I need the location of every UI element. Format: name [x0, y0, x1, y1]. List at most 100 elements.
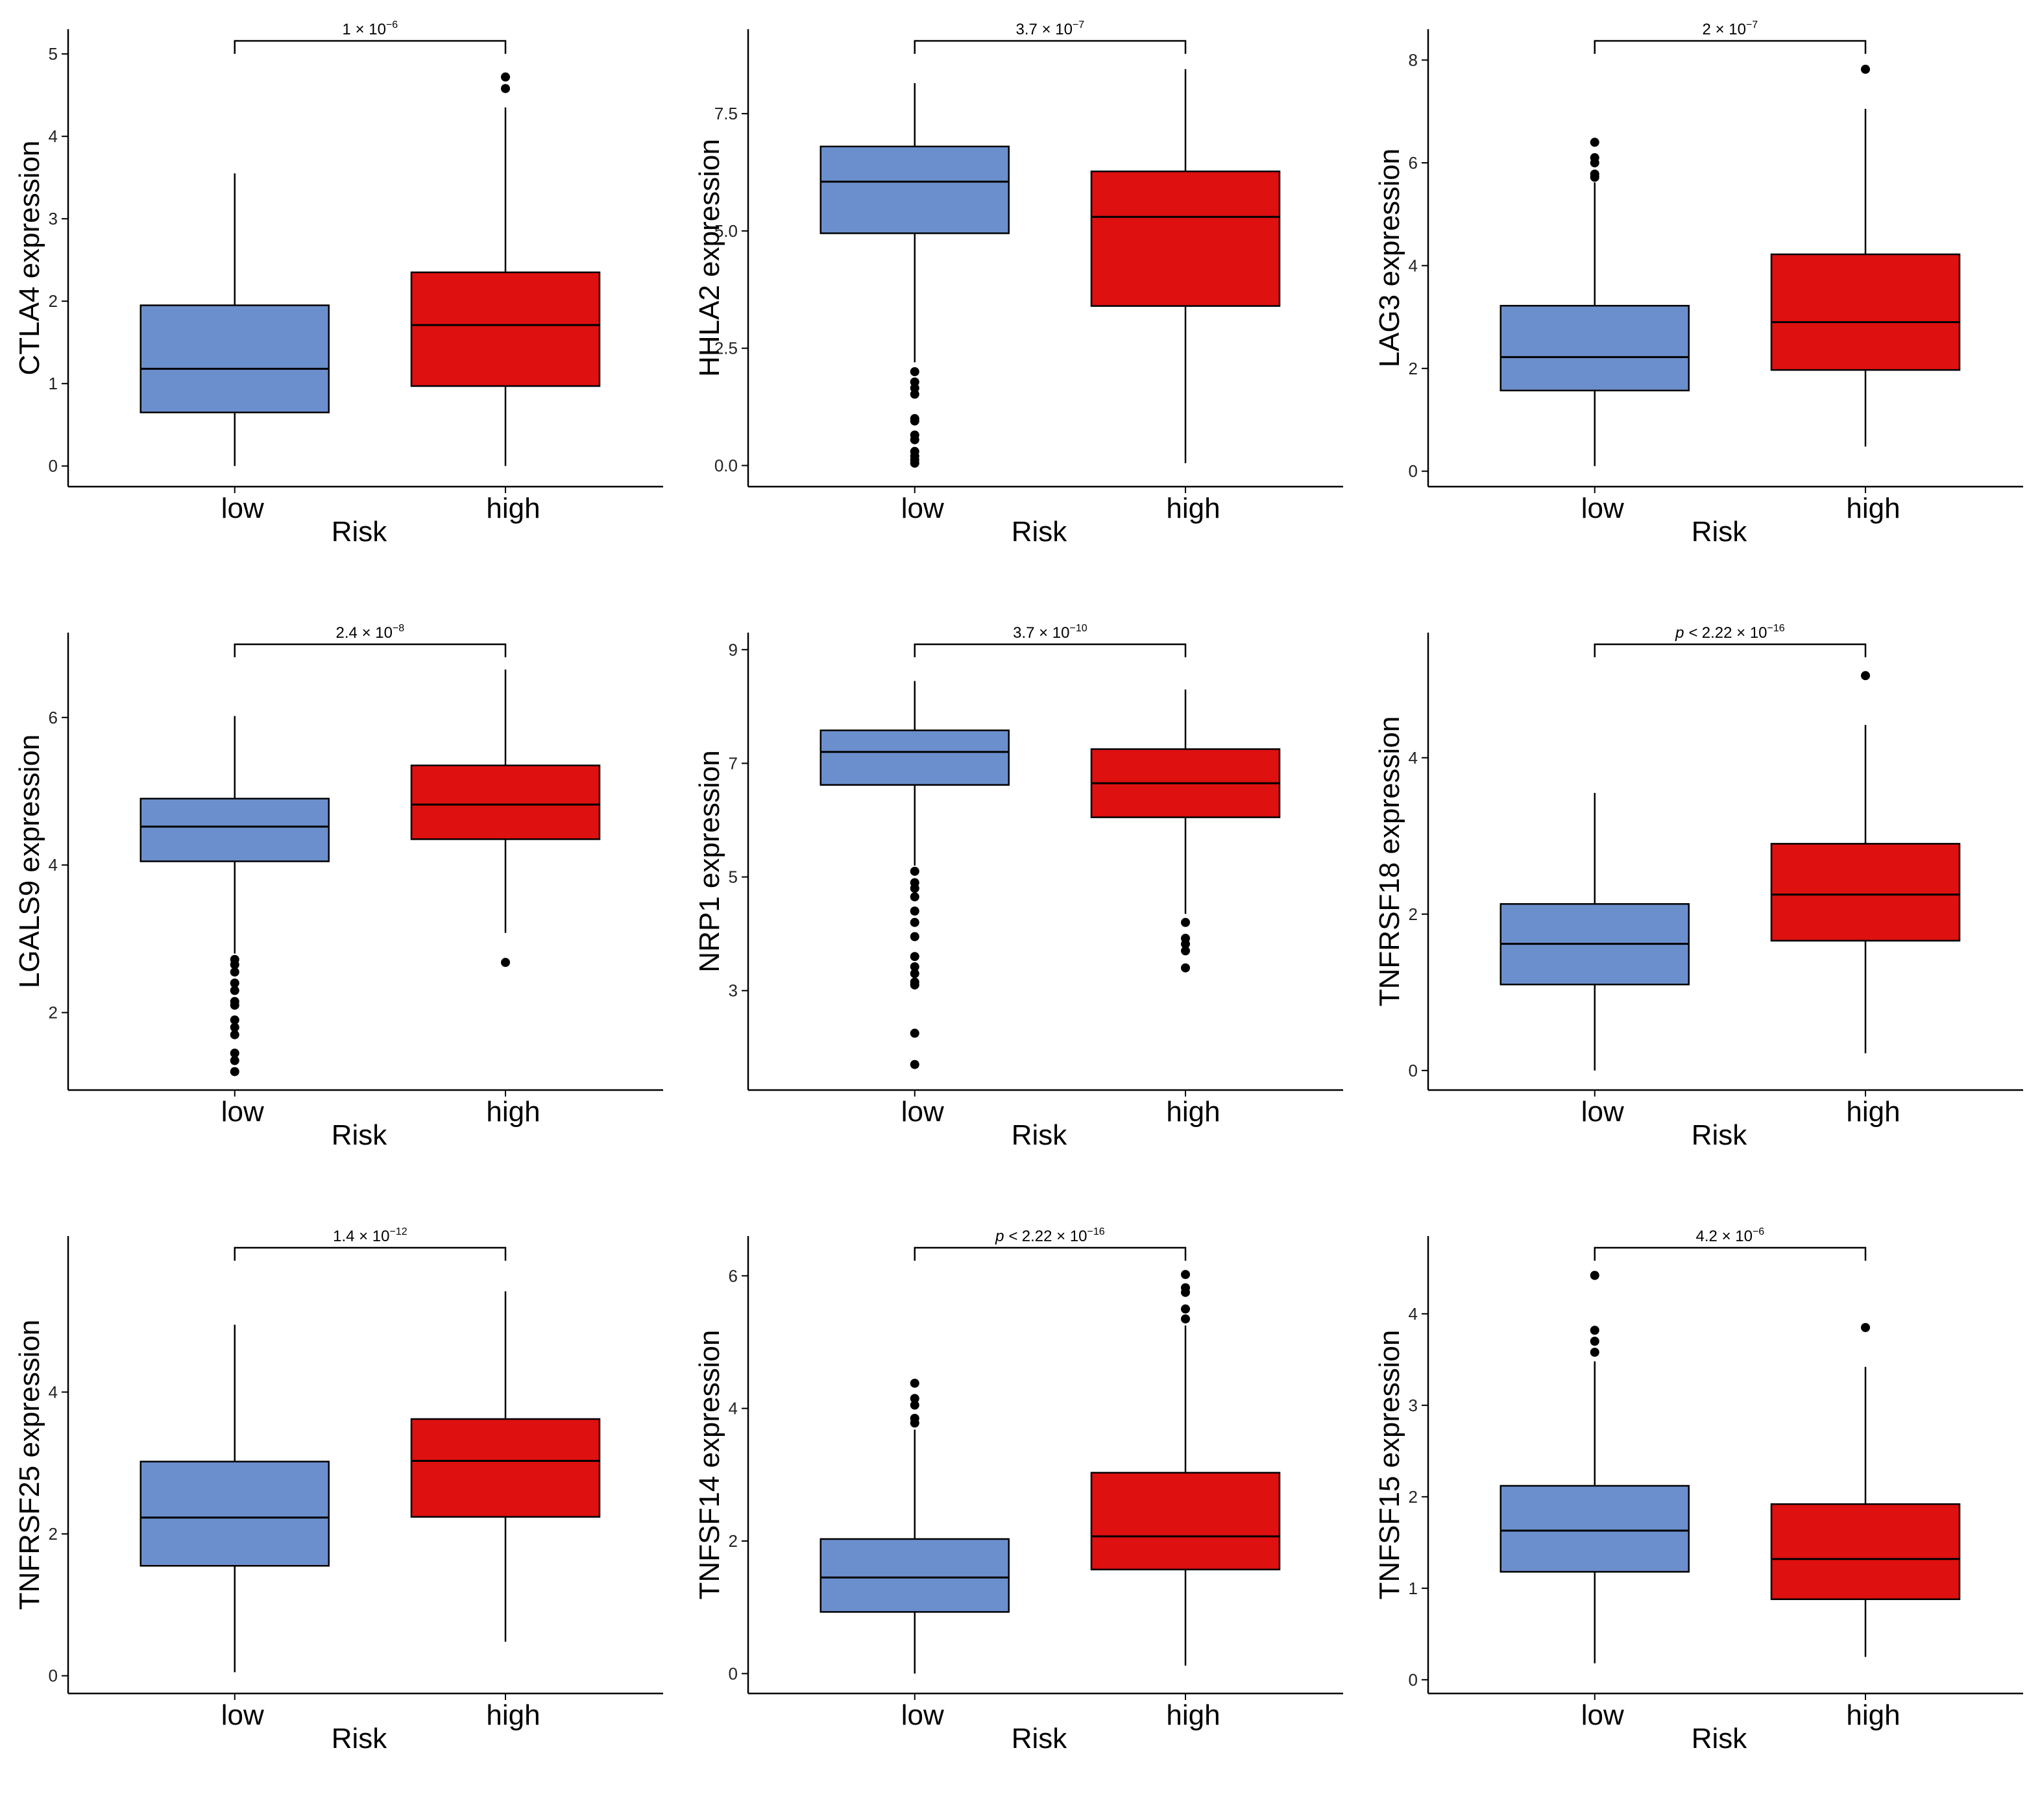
boxplot-panel-lag3: 0 2 4 6 8 LAG3 expression low high Risk 2 × 10−7 — [1360, 10, 2040, 613]
box-iqr — [1500, 304, 1690, 392]
p-value-base: 4.2 × 10 — [1696, 1228, 1753, 1245]
y-axis-label: LGALS9 expression — [14, 734, 45, 988]
x-axis-label: Risk — [1012, 516, 1068, 548]
outlier-point — [1860, 1323, 1870, 1332]
box-low — [140, 716, 330, 1076]
p-value-base: 1.4 × 10 — [333, 1228, 389, 1245]
significance-bracket — [234, 40, 507, 54]
x-tick-label-high: high — [486, 492, 540, 524]
boxplot-panel-nrp1: 3 5 7 9 NRP1 expression low high Risk 3.7 × 10−1… — [680, 613, 1360, 1217]
outlier-point — [1860, 64, 1870, 74]
p-value-label: 1.4 × 10−12 — [333, 1226, 407, 1245]
x-tick-label-high: high — [486, 1096, 540, 1128]
significance-bracket — [914, 643, 1187, 657]
significance-bracket — [1594, 40, 1867, 54]
box-iqr — [410, 271, 601, 387]
outlier-point — [910, 969, 919, 978]
x-tick-label-high: high — [1166, 492, 1220, 524]
y-tick-label: 0 — [49, 456, 58, 476]
outlier-point — [230, 978, 239, 988]
y-tick-label: 4 — [49, 855, 58, 875]
outlier-point — [1590, 1337, 1599, 1346]
box-high — [1090, 689, 1281, 973]
x-tick-label-low: low — [901, 492, 944, 524]
p-value-label: 3.7 × 10−7 — [1016, 19, 1085, 38]
x-axis-label: Risk — [1012, 1119, 1068, 1151]
box-high — [1090, 1270, 1281, 1666]
outlier-point — [230, 954, 239, 964]
box-iqr — [1770, 1503, 1961, 1601]
box-high — [1090, 69, 1281, 463]
boxplot-svg: 0 1 2 3 4 5 CTLA4 expression low high Risk 1 × 10−… — [14, 19, 663, 548]
boxplot-svg: 0 2 4 6 TNFSF14 expression low high Risk p < 2.2… — [694, 1226, 1343, 1754]
x-tick-label-low: low — [1581, 1699, 1624, 1731]
outlier-point — [1180, 963, 1190, 973]
p-value-label: 2 × 10−7 — [1703, 19, 1758, 38]
box-iqr — [1770, 843, 1961, 942]
outlier-point — [500, 72, 510, 82]
x-axis-label: Risk — [1012, 1723, 1068, 1754]
box-iqr — [140, 1461, 330, 1567]
box-low — [820, 1378, 1010, 1674]
p-value-base: 2.4 × 10 — [336, 624, 393, 642]
box-iqr — [1770, 253, 1961, 371]
x-tick-label-low: low — [221, 492, 264, 524]
outlier-point — [910, 906, 919, 916]
outlier-point — [910, 1378, 919, 1388]
outlier-point — [500, 958, 510, 967]
p-value-base: 3.7 × 10 — [1016, 21, 1073, 38]
outlier-point — [910, 1400, 919, 1410]
x-axis-label: Risk — [1692, 1723, 1748, 1754]
boxplot-panel-tnfsf15: 0 1 2 3 4 TNFSF15 expression low high Risk 4.2 × … — [1360, 1217, 2040, 1820]
boxplot-svg: 3 5 7 9 NRP1 expression low high Risk 3.7 × 10−1… — [694, 623, 1343, 1151]
y-tick-label: 3 — [1409, 1396, 1418, 1415]
outlier-point — [910, 414, 919, 424]
y-tick-label: 4 — [1409, 748, 1418, 768]
y-tick-label: 2 — [49, 1003, 58, 1023]
y-tick-label: 7 — [729, 753, 738, 773]
box-high — [410, 1291, 601, 1642]
box-high — [1770, 1323, 1961, 1657]
box-low — [820, 681, 1010, 1069]
x-axis-label: Risk — [332, 1119, 388, 1151]
p-value-exponent: −10 — [1070, 623, 1087, 634]
outlier-point — [910, 892, 919, 902]
box-iqr — [140, 797, 330, 862]
y-axis-label: NRP1 expression — [694, 750, 725, 972]
y-tick-label: 6 — [729, 1266, 738, 1285]
y-tick-label: 6 — [49, 708, 58, 727]
y-tick-label: 9 — [729, 640, 738, 659]
box-iqr — [140, 304, 330, 413]
p-value-exponent: −16 — [1087, 1226, 1105, 1237]
box-low — [140, 1324, 330, 1673]
outlier-point — [1180, 1314, 1190, 1324]
outlier-point — [1180, 1304, 1190, 1314]
y-axis-label: TNFSF14 expression — [694, 1330, 725, 1600]
x-axis-label: Risk — [332, 1723, 388, 1754]
p-value-exponent: −8 — [393, 623, 404, 634]
y-tick-label: 0.0 — [714, 455, 738, 475]
p-value-prefix: p < — [995, 1228, 1022, 1245]
x-tick-label-high: high — [486, 1699, 540, 1731]
outlier-point — [910, 367, 919, 376]
outlier-point — [910, 952, 919, 962]
y-tick-label: 2 — [1409, 1487, 1418, 1507]
x-tick-label-high: high — [1846, 492, 1900, 524]
boxplot-panel-tnfrsf18: 0 2 4 TNFRSF18 expression low high Risk p < 2.2… — [1360, 613, 2040, 1217]
outlier-point — [230, 1067, 239, 1076]
box-high — [1770, 671, 1961, 1054]
box-low — [140, 173, 330, 467]
x-tick-label-high: high — [1166, 1699, 1220, 1731]
box-low — [820, 83, 1010, 468]
significance-bracket — [234, 1246, 507, 1261]
p-value-base: 3.7 × 10 — [1013, 624, 1069, 642]
box-high — [410, 669, 601, 967]
y-tick-label: 1 — [1409, 1579, 1418, 1598]
y-tick-label: 7.5 — [714, 104, 738, 123]
box-iqr — [1090, 170, 1281, 307]
y-tick-label: 2 — [729, 1531, 738, 1551]
p-value-label: p < 2.22 × 10−16 — [995, 1226, 1105, 1245]
boxplot-panel-hhla2: 0.0 2.5 5.0 7.5 HHLA2 expression low high Risk 3… — [680, 10, 1360, 613]
x-axis-label: Risk — [1692, 516, 1748, 548]
